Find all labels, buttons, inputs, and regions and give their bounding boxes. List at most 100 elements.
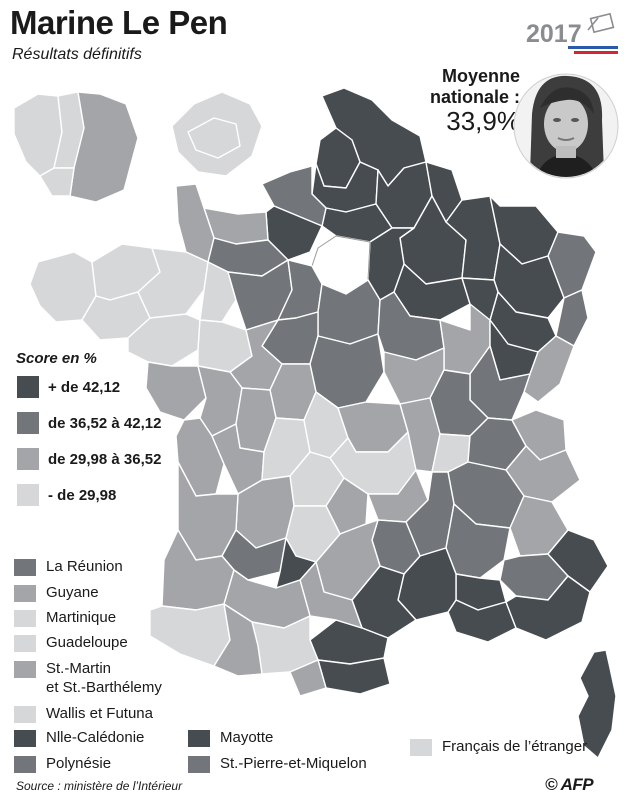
dept-cotes-armor: [91, 243, 161, 301]
dept-haute-saone: [489, 319, 539, 381]
dept-loire-atlantique: [127, 313, 201, 367]
dept-cantal: [325, 477, 369, 535]
dept-puy-de-dome: [329, 431, 417, 495]
dept-vaucluse: [455, 573, 507, 611]
territory-item: Français de l’étranger: [410, 737, 587, 756]
dept-calvados: [203, 207, 269, 245]
territory-item: Wallis et Futuna: [14, 704, 153, 723]
ballot-envelope-icon: [587, 12, 615, 34]
dept-haute-loire: [367, 469, 429, 523]
territory-label: St.-Pierre-et-Miquelon: [220, 755, 367, 772]
territory-label: Nlle-Calédonie: [46, 729, 145, 746]
dept-vienne: [235, 387, 277, 453]
dept-somme: [311, 161, 379, 213]
dept-drome: [445, 503, 511, 579]
inset-idf-east: [69, 91, 139, 203]
dept-meurthe: [493, 243, 565, 319]
territory-item: Martinique: [14, 608, 116, 627]
dept-gironde: [177, 461, 239, 561]
dept-oise: [321, 203, 393, 243]
dept-indre-et-loire: [229, 319, 283, 391]
territory-label: Wallis et Futuna: [46, 705, 153, 722]
dept-cher: [309, 333, 385, 409]
territory-label: Guyane: [46, 584, 99, 601]
territory-item: Guyane: [14, 583, 99, 602]
territory-label: Polynésie: [46, 755, 112, 772]
dept-orne: [207, 237, 289, 277]
dept-finistere: [29, 251, 97, 323]
dept-yonne: [377, 291, 445, 361]
dept-gers: [223, 569, 311, 629]
tricolor-red: [574, 51, 618, 54]
territory-item: Mayotte: [188, 728, 273, 747]
legend-item: de 29,98 à 36,52: [16, 446, 161, 472]
dept-nord: [321, 87, 427, 187]
dept-haute-marne: [461, 277, 499, 331]
dept-indre: [269, 363, 317, 421]
dept-bouches-du-rhone: [447, 599, 517, 643]
dept-lot: [285, 505, 341, 563]
dept-isere: [447, 461, 525, 529]
dept-aude: [309, 619, 389, 665]
dept-allier: [337, 401, 409, 453]
territory-swatch: [410, 739, 432, 756]
dept-saone-loire: [429, 369, 489, 437]
tricolor-blue: [568, 46, 618, 49]
territory-swatch: [14, 661, 36, 678]
dept-bas-rhin: [547, 231, 597, 299]
legend-swatch: [16, 483, 40, 507]
territory-item: Polynésie: [14, 754, 111, 773]
afp-credit: © AFP: [545, 775, 594, 794]
legend-label: + de 42,12: [48, 378, 121, 396]
dept-ardeche: [405, 471, 455, 557]
legend-swatch: [16, 375, 40, 399]
dept-hautes-alpes: [509, 495, 569, 557]
territory-label: Martinique: [46, 609, 117, 626]
dept-pyrenees-orientales: [317, 657, 391, 695]
territory-item: Guadeloupe: [14, 633, 128, 652]
dept-moselle: [489, 195, 559, 265]
dept-loire: [399, 397, 441, 473]
map-subtitle: Résultats définitifs: [12, 46, 142, 63]
dept-landes: [161, 529, 235, 611]
territory-label: St.-Martin et St.-Barthélemy: [46, 660, 162, 696]
territory-label: Guadeloupe: [46, 634, 128, 651]
territory-item: St.-Pierre-et-Miquelon: [188, 754, 367, 773]
inset-idf-west: [13, 93, 63, 177]
territory-item: St.-Martin et St.-Barthélemy: [14, 659, 162, 697]
dept-meuse: [445, 195, 501, 281]
legend-item: de 36,52 à 42,12: [16, 410, 161, 436]
legend-label: de 36,52 à 42,12: [48, 414, 162, 432]
dept-haut-rhin: [555, 289, 589, 347]
territory-swatch: [14, 559, 36, 576]
dept-ille-vilaine: [137, 247, 209, 319]
legend-label: - de 29,98: [48, 486, 117, 504]
dept-gard: [397, 547, 457, 621]
territory-label: Mayotte: [220, 729, 274, 746]
territory-swatch: [14, 610, 36, 627]
legend-item: - de 29,98: [16, 482, 116, 508]
source-note: Source : ministère de l’Intérieur: [16, 779, 183, 793]
national-average-value: 33,9%: [446, 106, 520, 136]
dept-seine-et-marne: [367, 227, 415, 301]
dept-tarn-et-garonne: [275, 537, 317, 589]
dept-alpes-maritimes: [547, 529, 609, 593]
territory-swatch: [14, 756, 36, 773]
dept-tarn: [299, 561, 363, 629]
territory-swatch: [188, 730, 210, 747]
dept-loiret: [317, 279, 381, 345]
dept-herault: [351, 565, 417, 639]
dept-ardennes: [425, 161, 463, 223]
candidate-portrait: [513, 73, 619, 179]
dept-lozere: [371, 519, 421, 575]
dept-eure-et-loir: [277, 259, 323, 321]
dept-marne: [399, 195, 467, 285]
legend-item: + de 42,12: [16, 374, 120, 400]
dept-loir-et-cher: [261, 311, 319, 365]
dept-manche: [175, 183, 215, 263]
dept-morbihan: [81, 291, 151, 341]
dept-haute-savoie: [511, 409, 567, 461]
dept-aisne: [375, 161, 433, 229]
dept-lot-et-garonne: [221, 529, 287, 581]
dept-seine-maritime: [261, 165, 327, 227]
